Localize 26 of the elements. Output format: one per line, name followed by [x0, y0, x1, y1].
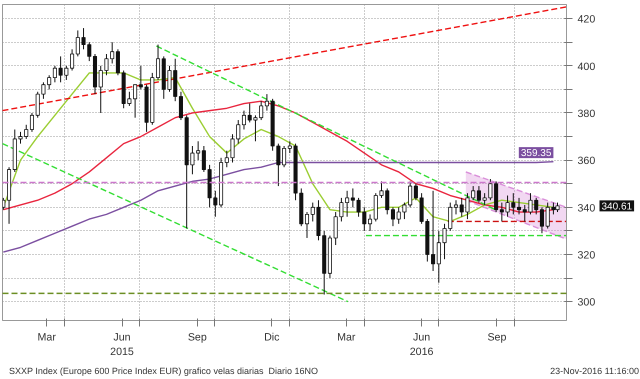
data-label: 359.35 — [520, 148, 552, 160]
y-tick-label: 360 — [578, 155, 596, 168]
x-tick-label: Dic — [264, 332, 280, 344]
y-tick-label: 340 — [578, 202, 596, 214]
x-tick-label: Sep — [188, 332, 207, 344]
candlestick — [18, 131, 23, 144]
y-tick-label: 400 — [578, 60, 596, 73]
x-tick-label: Mar — [38, 332, 56, 344]
x-tick-label: Sep — [487, 332, 506, 344]
x-tick-label: Jun 2016 — [410, 332, 434, 358]
y-tick-label: 420 — [578, 14, 596, 26]
y-tick-label: 300 — [578, 296, 596, 309]
text: 340.61 — [602, 201, 632, 212]
candlestick — [190, 145, 194, 175]
candlestick — [551, 202, 556, 215]
x-tick-label: Jun 2015 — [110, 332, 134, 358]
candlestick — [196, 140, 200, 161]
line-series — [2, 100, 554, 213]
y-tick-label: 380 — [578, 108, 596, 120]
y-tick-label: 320 — [578, 249, 596, 262]
text: 23-Nov-2016 11:16:00 — [550, 365, 639, 378]
candlestick — [202, 145, 206, 172]
candlestick — [138, 65, 143, 90]
text: SXXP Index (Europe 600 Price Index EUR) grafico velas diarias Diario 16NO — [9, 365, 318, 378]
x-tick-label: Mar — [337, 332, 356, 344]
candlestick — [555, 202, 560, 213]
